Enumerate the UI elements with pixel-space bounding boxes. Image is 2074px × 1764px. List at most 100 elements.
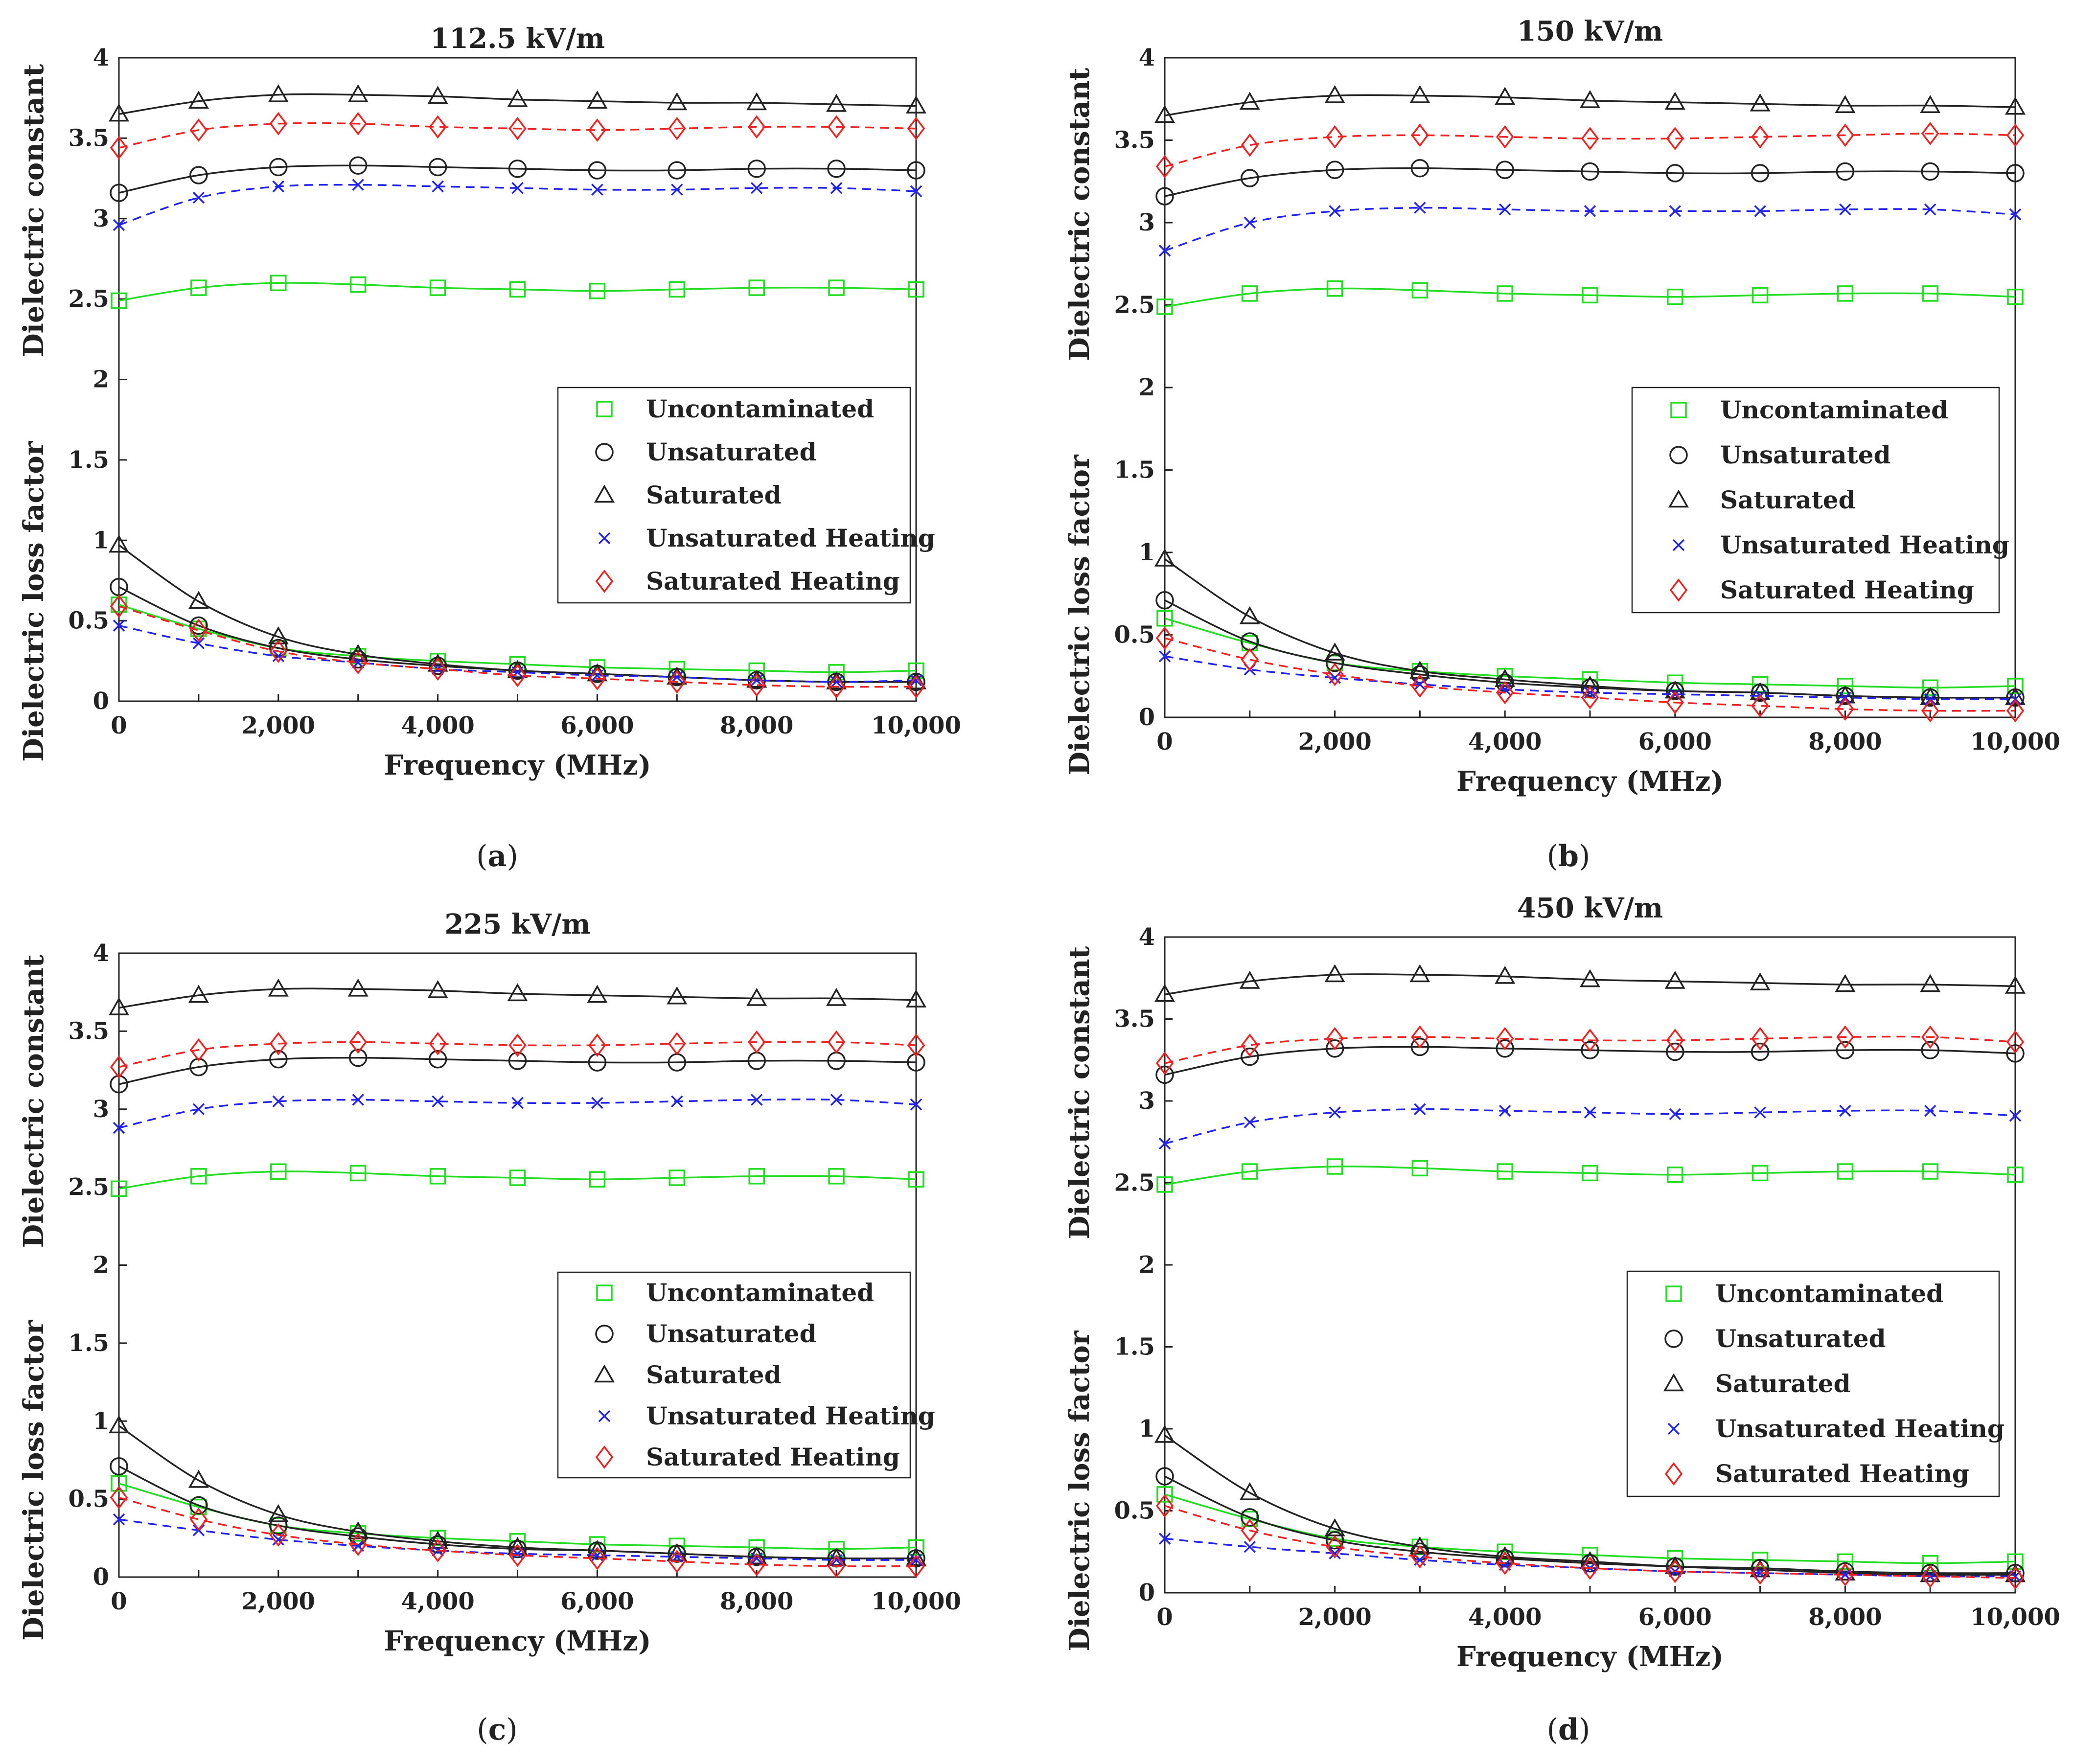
data-point (668, 1169, 686, 1186)
y-tick-label: 3.5 (68, 124, 109, 152)
data-point (349, 651, 367, 674)
data-point (270, 275, 287, 291)
legend-label: Unsaturated Heating (646, 1401, 935, 1430)
data-point (1922, 679, 1938, 696)
data-point (429, 657, 447, 681)
data-point (1496, 1039, 1514, 1058)
legend-marker (1669, 578, 1688, 602)
series-saturated-constant (108, 978, 927, 1015)
data-point (2006, 123, 2025, 147)
data-point (1155, 1494, 1174, 1518)
data-point (907, 1053, 925, 1072)
series-line (1164, 1505, 2016, 1579)
data-point (269, 158, 288, 177)
data-point (427, 980, 448, 998)
data-point (269, 1050, 288, 1069)
data-point (429, 1031, 447, 1055)
data-point (1154, 548, 1175, 567)
data-point (1582, 287, 1598, 304)
data-point (1244, 1116, 1256, 1128)
series-saturated-heating-loss (110, 1486, 925, 1578)
data-point (2006, 699, 2025, 723)
legend-label: Saturated Heating (1720, 575, 1974, 604)
data-point (432, 1095, 444, 1108)
data-point (1751, 1027, 1769, 1051)
data-point (1584, 687, 1596, 699)
y-tick-label: 0.5 (68, 607, 109, 635)
series-line (1164, 133, 2016, 168)
data-point (429, 115, 447, 139)
data-point (1836, 123, 1854, 147)
data-point (667, 986, 688, 1005)
y-tick-label: 0 (1139, 1579, 1155, 1606)
data-point (111, 1180, 127, 1197)
data-point (270, 1163, 287, 1180)
x-tick-label: 4,000 (1468, 728, 1542, 756)
data-point (1666, 1029, 1684, 1052)
data-point (1410, 1037, 1429, 1056)
data-point (1325, 654, 1344, 672)
data-point (110, 1486, 128, 1510)
legend-label: Uncontaminated (1720, 395, 1948, 424)
data-point (189, 616, 208, 635)
data-point (1664, 970, 1685, 989)
series-uncontaminated-constant (1156, 1158, 2024, 1193)
data-point (750, 1094, 763, 1106)
data-point (507, 660, 528, 678)
data-point (907, 116, 925, 140)
data-point (1836, 1041, 1855, 1059)
data-point (587, 1540, 608, 1558)
data-point (668, 161, 687, 180)
y-tick-label: 1.5 (1114, 1333, 1155, 1361)
data-point (1156, 298, 1173, 315)
data-point (1836, 1025, 1854, 1049)
x-tick-label: 0 (1156, 728, 1173, 756)
data-point (428, 158, 447, 177)
data-point (1584, 1106, 1596, 1119)
y-tick-label: 1 (1139, 539, 1155, 566)
data-point (587, 91, 608, 109)
series-line (118, 1041, 917, 1068)
data-point (1581, 127, 1599, 151)
data-point (110, 1457, 128, 1476)
data-point (269, 640, 288, 663)
data-point (1839, 1104, 1851, 1117)
data-point (589, 1171, 606, 1188)
data-point (908, 1171, 924, 1188)
data-point (1241, 1033, 1259, 1057)
legend-label: Saturated Heating (646, 1443, 900, 1471)
series-line (1164, 1434, 2016, 1576)
data-point (1155, 155, 1174, 179)
y-tick-label: 2.5 (1114, 1169, 1155, 1197)
data-point (1239, 606, 1260, 624)
data-point (588, 1053, 607, 1072)
data-point (1922, 285, 1938, 302)
data-point (1582, 1165, 1598, 1182)
y-tick-label: 3 (93, 1096, 109, 1123)
series-uncontaminated-constant (111, 1163, 924, 1197)
data-point (1581, 678, 1599, 697)
x-tick-label: 6,000 (560, 1588, 634, 1615)
x-tick-label: 8,000 (1808, 728, 1882, 756)
legend: Uncontaminated Unsaturated Saturated Unsatu… (557, 387, 935, 604)
data-point (1155, 591, 1174, 610)
data-point (113, 1513, 125, 1526)
data-point (671, 671, 683, 683)
data-point (1667, 1167, 1683, 1183)
data-point (1155, 1052, 1174, 1075)
data-point (1664, 1556, 1685, 1574)
x-tick-label: 10,000 (871, 712, 961, 739)
data-point (1835, 95, 1856, 113)
data-point (2005, 687, 2026, 705)
data-point (1497, 1163, 1513, 1180)
data-point (1922, 1163, 1938, 1180)
chart-title: 112.5 kV/m (430, 23, 605, 55)
data-point (910, 185, 922, 198)
data-point (1329, 1106, 1341, 1119)
data-point (1498, 203, 1511, 216)
legend-label: Unsaturated (1715, 1324, 1886, 1353)
y-tick-label: 3.5 (68, 1017, 109, 1045)
data-point (747, 160, 766, 178)
data-point (1754, 1106, 1766, 1119)
